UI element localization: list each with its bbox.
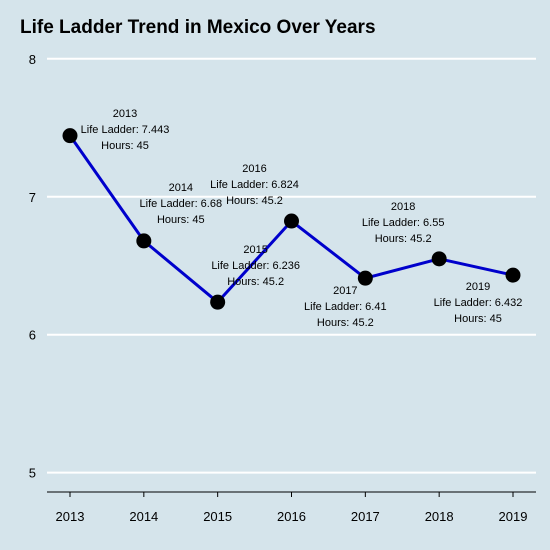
- x-axis: 2013 2014 2015 2016 2017 2018 2019: [47, 491, 536, 524]
- series-points: [62, 128, 521, 310]
- data-labels: 2013 Life Ladder: 7.443 Hours: 45 2014 Life …: [81, 108, 523, 329]
- data-label-hours: Hours: 45.2: [375, 233, 432, 245]
- data-label-2017: 2017 Life Ladder: 6.41 Hours: 45.2: [304, 285, 387, 329]
- data-label-2015: 2015 Life Ladder: 6.236 Hours: 45.2: [211, 244, 300, 288]
- data-label-2019: 2019 Life Ladder: 6.432 Hours: 45: [434, 281, 523, 325]
- data-label-year: 2018: [391, 201, 415, 213]
- data-label-2018: 2018 Life Ladder: 6.55 Hours: 45.2: [362, 201, 445, 245]
- x-tick-label-2014: 2014: [129, 509, 158, 524]
- data-point-2019: [505, 267, 521, 283]
- data-label-year: 2019: [466, 281, 490, 293]
- y-tick-label-7: 7: [29, 190, 36, 205]
- x-tick-label-2013: 2013: [56, 509, 85, 524]
- data-label-2016: 2016 Life Ladder: 6.824 Hours: 45.2: [210, 163, 299, 207]
- y-tick-label-5: 5: [29, 466, 36, 481]
- data-label-year: 2017: [333, 285, 357, 297]
- data-label-life-ladder: Life Ladder: 6.41: [304, 301, 387, 313]
- y-tick-label-8: 8: [29, 52, 36, 67]
- data-label-hours: Hours: 45.2: [317, 317, 374, 329]
- data-label-2013: 2013 Life Ladder: 7.443 Hours: 45: [81, 108, 170, 152]
- data-label-year: 2014: [169, 182, 193, 194]
- data-point-2014: [136, 233, 152, 249]
- data-label-life-ladder: Life Ladder: 7.443: [81, 124, 170, 136]
- data-label-hours: Hours: 45: [157, 214, 205, 226]
- gridlines: [47, 57, 536, 474]
- data-label-2014: 2014 Life Ladder: 6.68 Hours: 45: [140, 182, 223, 226]
- y-tick-label-6: 6: [29, 328, 36, 343]
- x-tick-label-2017: 2017: [351, 509, 380, 524]
- data-label-hours: Hours: 45: [101, 140, 149, 152]
- x-tick-label-2019: 2019: [499, 509, 528, 524]
- data-label-year: 2016: [242, 163, 266, 175]
- data-point-2015: [210, 294, 226, 310]
- data-label-life-ladder: Life Ladder: 6.432: [434, 297, 523, 309]
- data-label-hours: Hours: 45.2: [227, 276, 284, 288]
- data-label-hours: Hours: 45: [454, 313, 502, 325]
- x-tick-label-2015: 2015: [203, 509, 232, 524]
- data-label-year: 2015: [243, 244, 267, 256]
- x-tick-label-2018: 2018: [425, 509, 454, 524]
- data-label-life-ladder: Life Ladder: 6.68: [140, 198, 223, 210]
- data-point-2018: [431, 251, 447, 267]
- data-point-2016: [284, 213, 299, 229]
- x-tick-label-2016: 2016: [277, 509, 306, 524]
- data-label-life-ladder: Life Ladder: 6.236: [211, 260, 300, 272]
- chart-title: Life Ladder Trend in Mexico Over Years: [20, 17, 376, 38]
- data-label-hours: Hours: 45.2: [226, 195, 283, 207]
- data-label-life-ladder: Life Ladder: 6.824: [210, 179, 299, 191]
- data-point-2013: [62, 128, 78, 144]
- data-point-2017: [357, 270, 373, 286]
- y-axis-ticks: 5 6 7 8: [29, 52, 36, 481]
- data-label-life-ladder: Life Ladder: 6.55: [362, 217, 445, 229]
- data-label-year: 2013: [113, 108, 137, 120]
